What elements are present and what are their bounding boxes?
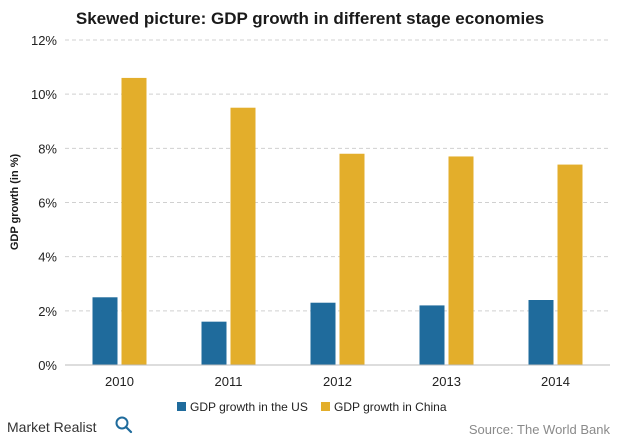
legend-swatch-us bbox=[177, 402, 186, 411]
y-tick-label: 2% bbox=[38, 304, 57, 319]
y-axis-label: GDP growth (in %) bbox=[9, 153, 21, 250]
y-tick-label: 0% bbox=[38, 358, 57, 373]
gridlines bbox=[65, 39, 610, 312]
x-tick-label: 2012 bbox=[323, 374, 352, 389]
x-tick-label: 2011 bbox=[215, 374, 243, 389]
legend-label-china: GDP growth in China bbox=[334, 400, 447, 414]
legend-swatch-china bbox=[321, 402, 330, 411]
chart-title: Skewed picture: GDP growth in different … bbox=[76, 9, 544, 28]
x-tick-label: 2013 bbox=[432, 374, 461, 389]
brand-name: Market Realist bbox=[7, 419, 97, 435]
brand-logo: Market Realist bbox=[7, 416, 133, 435]
bar-china-2012 bbox=[339, 153, 365, 365]
magnifier-q-icon bbox=[115, 416, 133, 434]
y-tick-label: 8% bbox=[38, 141, 57, 156]
y-tick-label: 6% bbox=[38, 196, 57, 211]
bar-us-2012 bbox=[310, 302, 336, 365]
bar-us-2011 bbox=[201, 321, 227, 365]
y-tick-label: 12% bbox=[31, 33, 57, 48]
bar-us-2013 bbox=[419, 305, 445, 365]
bar-china-2011 bbox=[230, 107, 256, 365]
bar-us-2010 bbox=[92, 297, 118, 365]
bar-china-2010 bbox=[121, 77, 147, 366]
source-note: Source: The World Bank bbox=[469, 422, 611, 437]
bar-china-2013 bbox=[448, 156, 474, 365]
x-tick-label: 2010 bbox=[105, 374, 134, 389]
bars bbox=[92, 77, 583, 366]
x-tick-label: 2014 bbox=[541, 374, 570, 389]
y-tick-label: 10% bbox=[31, 87, 57, 102]
legend: GDP growth in the US GDP growth in China bbox=[177, 400, 447, 414]
legend-label-us: GDP growth in the US bbox=[190, 400, 308, 414]
bar-china-2014 bbox=[557, 164, 583, 365]
y-tick-label: 4% bbox=[38, 250, 57, 265]
y-axis-ticks: 0% 2% 4% 6% 8% 10% 12% bbox=[31, 33, 57, 373]
x-axis-ticks: 2010 2011 2012 2013 2014 bbox=[105, 374, 570, 389]
bar-us-2014 bbox=[528, 300, 554, 365]
